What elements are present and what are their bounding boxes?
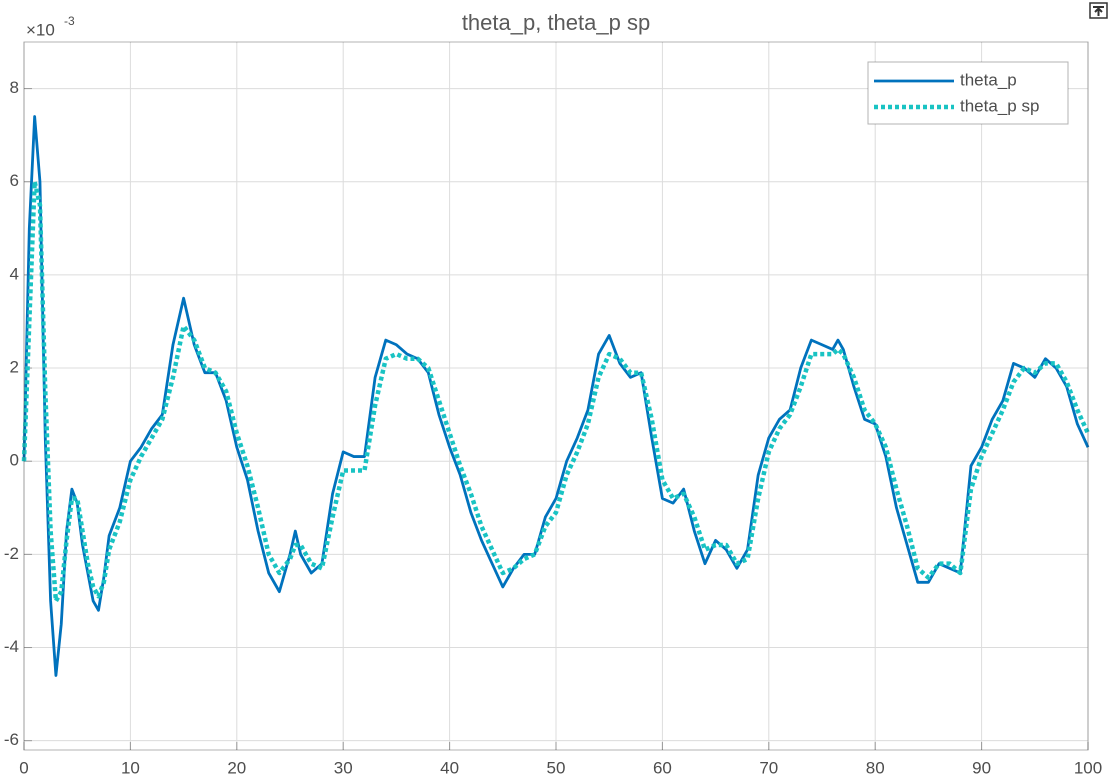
y-tick-label: -4: [4, 637, 19, 656]
x-tick-label: 20: [227, 758, 246, 777]
y-multiplier-exponent: -3: [64, 14, 75, 28]
x-tick-label: 90: [972, 758, 991, 777]
x-tick-label: 80: [866, 758, 885, 777]
y-tick-label: 0: [10, 451, 19, 470]
y-tick-label: -2: [4, 544, 19, 563]
x-tick-label: 100: [1074, 758, 1102, 777]
tick-labels: 0 10 20 30 40 50 60 70 80 90 100 -6 -4 -2 0 2 4 6 8 ×10 -3: [4, 14, 1102, 777]
x-tick-label: 70: [759, 758, 778, 777]
y-multiplier-base: ×10: [26, 20, 55, 39]
legend: theta_p theta_p sp: [867, 61, 1069, 125]
y-tick-label: -6: [4, 730, 19, 749]
data-line: [22, 115, 1090, 677]
x-tick-label: 40: [440, 758, 459, 777]
legend-box: [867, 61, 1069, 125]
x-tick-label: 10: [121, 758, 140, 777]
y-tick-label: 2: [10, 358, 19, 377]
axes-frame: [23, 41, 1089, 751]
chart-title: theta_p, theta_p sp: [462, 10, 650, 35]
x-tick-label: 50: [547, 758, 566, 777]
restore-icon[interactable]: [1089, 2, 1108, 19]
y-tick-label: 8: [10, 78, 19, 97]
icon-arrow[interactable]: [1093, 6, 1104, 16]
x-tick-label: 60: [653, 758, 672, 777]
y-tick-label: 4: [10, 264, 19, 283]
x-tick-label: 0: [19, 758, 28, 777]
legend-label: theta_p: [960, 70, 1017, 89]
y-tick-label: 6: [10, 171, 19, 190]
plot-lines: [21, 115, 1091, 677]
legend-label: theta_p sp: [960, 96, 1039, 115]
x-tick-label: 30: [334, 758, 353, 777]
